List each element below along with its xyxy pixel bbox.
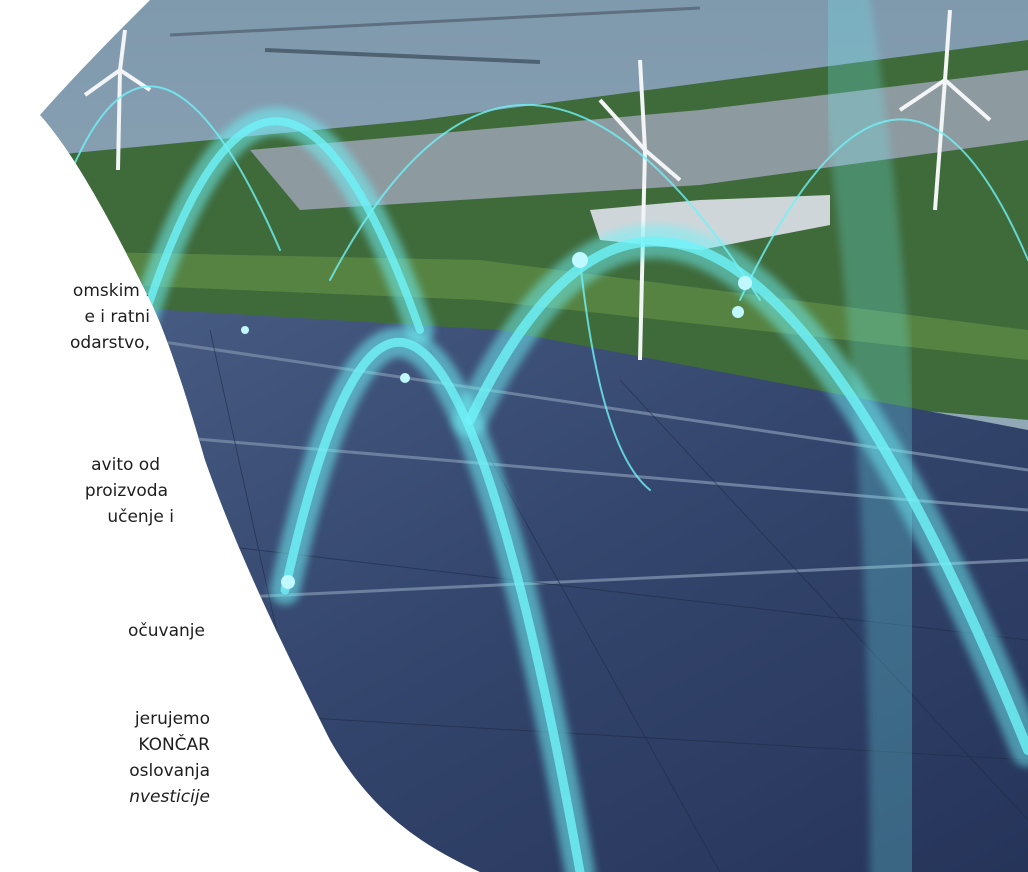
text-block: omskim i e i ratni odarstvo, avito od pr… — [70, 281, 210, 807]
text-line: omskim i — [73, 281, 150, 301]
text-line: e i ratni — [84, 307, 150, 327]
text-line: učenje i — [107, 507, 174, 527]
text-line: očuvanje — [128, 621, 205, 641]
text-line: oslovanja — [129, 761, 210, 781]
text-line: avito od — [91, 455, 160, 475]
text-line: proizvoda — [85, 481, 168, 501]
text-line: odarstvo, — [70, 333, 150, 353]
text-line: jerujemo — [134, 709, 210, 729]
text-line: nvesticije — [129, 787, 210, 807]
text-line: KONČAR — [138, 733, 210, 755]
